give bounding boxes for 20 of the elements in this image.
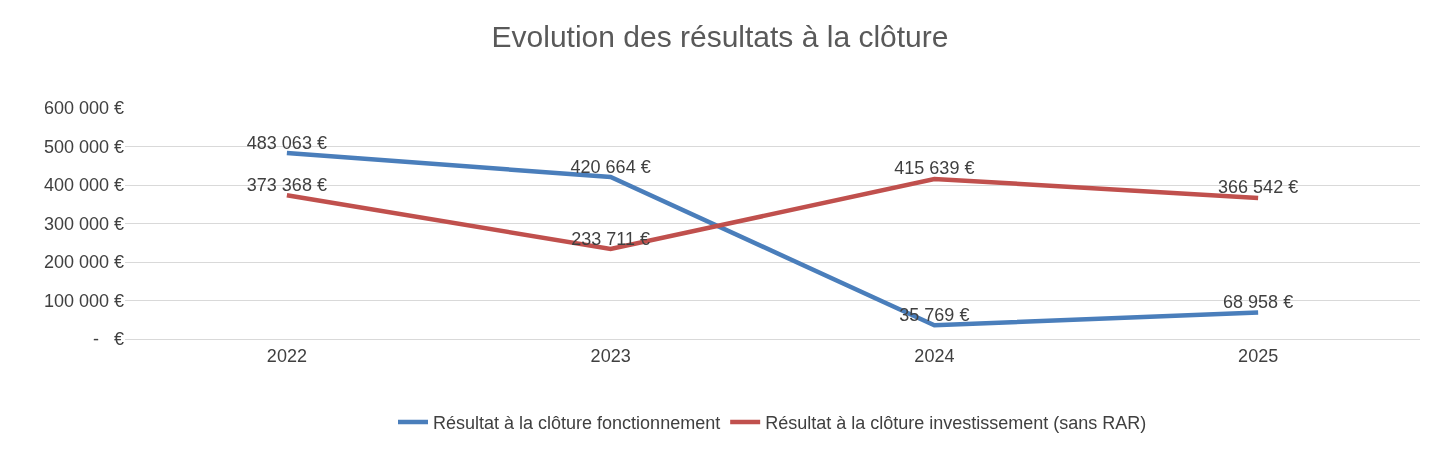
y-tick-label: - € — [92, 329, 124, 350]
y-tick-label: 500 000 € — [43, 136, 124, 157]
data-label: 373 368 € — [246, 174, 327, 195]
data-label: 366 542 € — [1218, 177, 1299, 198]
x-tick-label: 2025 — [1238, 345, 1279, 366]
y-tick-label: 100 000 € — [43, 290, 124, 311]
y-tick-label: 200 000 € — [43, 252, 124, 273]
data-label: 420 664 € — [570, 156, 651, 177]
x-tick-label: 2024 — [914, 345, 955, 366]
x-tick-label: 2023 — [590, 345, 631, 366]
y-tick-label: 600 000 € — [43, 98, 124, 119]
chart-title: Evolution des résultats à la clôture — [491, 19, 949, 53]
x-tick-label: 2022 — [266, 345, 307, 366]
data-label: 415 639 € — [894, 158, 975, 179]
data-label: 68 958 € — [1223, 291, 1294, 312]
legend-label: Résultat à la clôture fonctionnement — [433, 412, 721, 433]
legend-label: Résultat à la clôture investissement (sans RAR) — [765, 412, 1147, 433]
data-label: 483 063 € — [246, 132, 327, 153]
y-tick-label: 300 000 € — [43, 213, 124, 234]
y-tick-label: 400 000 € — [43, 175, 124, 196]
